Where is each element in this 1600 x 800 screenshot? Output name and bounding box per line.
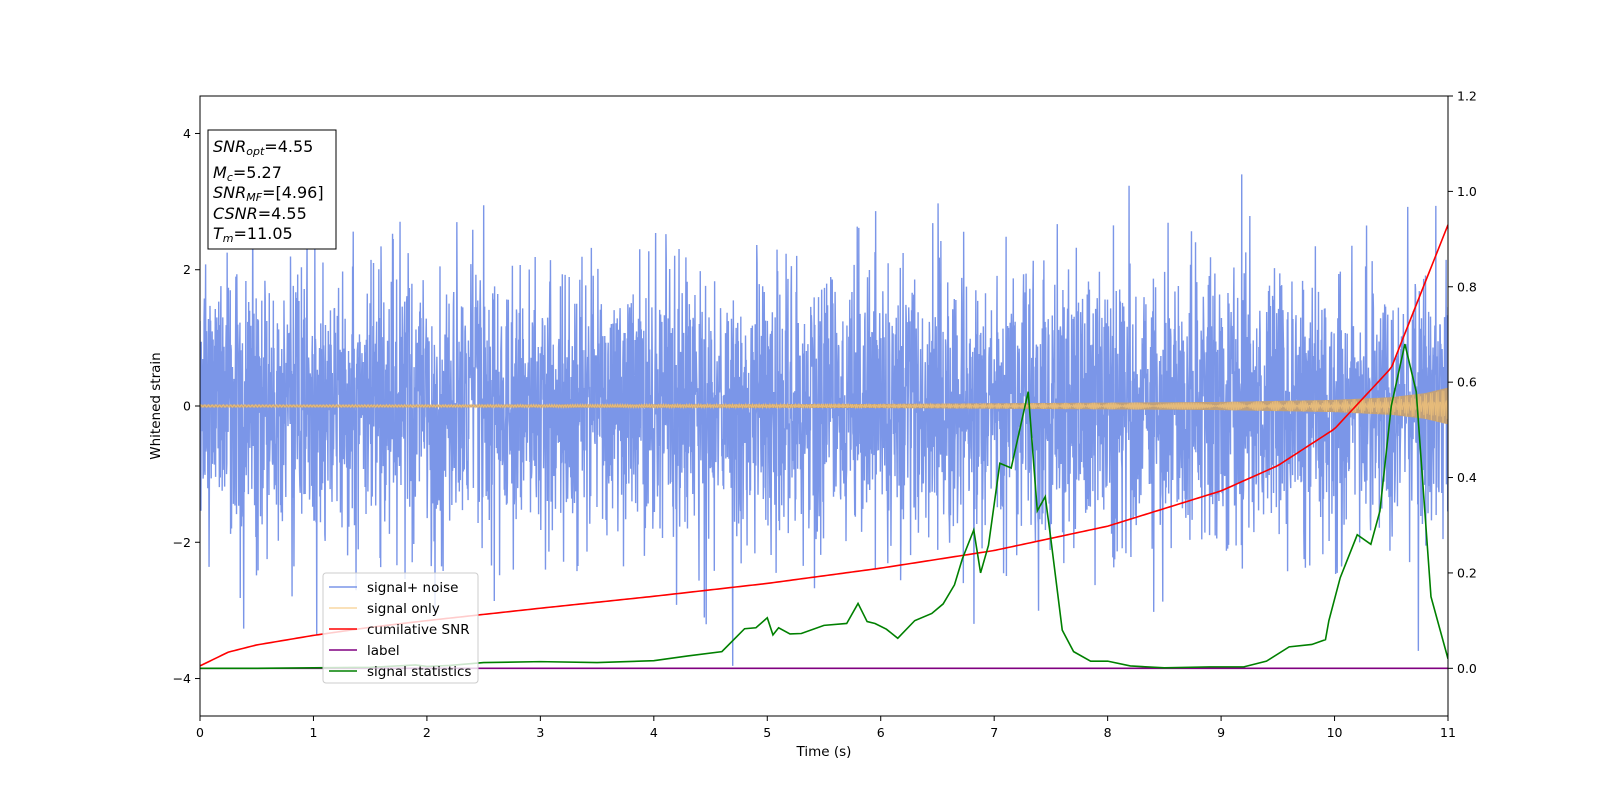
y-axis-right: 1.2 1.0 0.8 0.6 0.4 0.2 0.0 xyxy=(1448,89,1477,676)
x-axis-label: Time (s) xyxy=(796,744,852,760)
series-line-signal-statistics xyxy=(200,343,1448,670)
legend-label: signal statistics xyxy=(367,664,471,680)
y-right-tick-label: 1.2 xyxy=(1457,89,1477,104)
y-right-tick-label: 0.6 xyxy=(1457,375,1477,390)
info-mc: Mc=5.27 xyxy=(213,163,282,184)
legend-label: signal only xyxy=(367,601,440,617)
y-right-tick-label: 0.8 xyxy=(1457,279,1477,294)
series-line-signal-noise xyxy=(200,174,1448,666)
x-axis: 0 1 2 3 4 5 6 7 8 9 10 11 xyxy=(196,716,1456,740)
x-tick-label: 10 xyxy=(1327,725,1343,740)
series-line-signal-only xyxy=(200,388,1448,424)
x-tick-label: 9 xyxy=(1217,725,1225,740)
legend-label: signal+ noise xyxy=(367,580,458,596)
y-left-tick-label: −2 xyxy=(173,535,191,550)
y-axis-label: Whitened strain xyxy=(148,352,164,459)
x-tick-label: 0 xyxy=(196,725,204,740)
y-right-tick-label: 0.0 xyxy=(1457,661,1477,676)
x-tick-label: 7 xyxy=(990,725,998,740)
x-tick-label: 5 xyxy=(763,725,771,740)
x-tick-label: 11 xyxy=(1440,725,1456,740)
legend-label: label xyxy=(367,643,400,659)
x-tick-label: 4 xyxy=(650,725,658,740)
info-csnr: CSNR=4.55 xyxy=(213,204,307,223)
y-right-tick-label: 0.4 xyxy=(1457,470,1477,485)
y-right-tick-label: 0.2 xyxy=(1457,565,1477,580)
y-left-tick-label: 2 xyxy=(183,262,191,277)
info-tm: Tm=11.05 xyxy=(213,224,293,245)
y-right-tick-label: 1.0 xyxy=(1457,184,1477,199)
x-tick-label: 1 xyxy=(309,725,317,740)
info-snr-mf: SNRMF=[4.96] xyxy=(213,183,324,204)
legend-frame xyxy=(322,572,479,684)
y-left-tick-label: −4 xyxy=(173,671,191,686)
legend: signal+ noise signal only cumilative SNR la… xyxy=(322,572,479,684)
x-tick-label: 8 xyxy=(1104,725,1112,740)
x-tick-label: 2 xyxy=(423,725,431,740)
info-box: SNRopt=4.55 Mc=5.27 SNRMF=[4.96] CSNR=4.… xyxy=(207,129,337,250)
info-box-frame xyxy=(207,129,337,250)
x-tick-label: 3 xyxy=(536,725,544,740)
x-tick-label: 6 xyxy=(877,725,885,740)
y-axis-left: 4 2 0 −2 −4 xyxy=(173,126,200,686)
legend-label: cumilative SNR xyxy=(367,622,470,638)
y-left-tick-label: 4 xyxy=(183,126,191,141)
info-snr-opt: SNRopt=4.55 xyxy=(213,137,313,158)
y-left-tick-label: 0 xyxy=(183,399,191,414)
